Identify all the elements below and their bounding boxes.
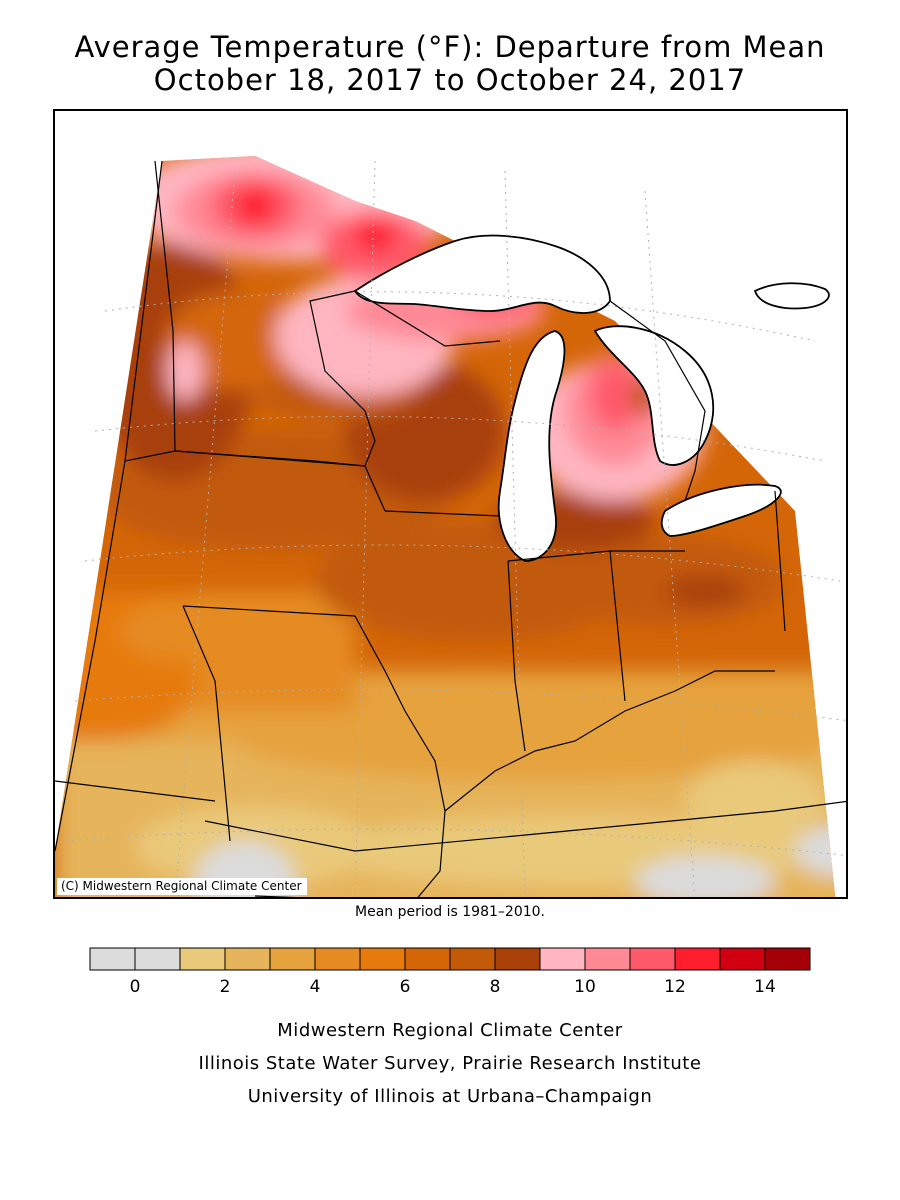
legend-tick-label: 6: [400, 977, 411, 997]
legend-tick-label: 2: [220, 977, 231, 997]
blob-gray-east: [635, 856, 775, 897]
band-illinois-indiana: [315, 521, 635, 641]
ky-tn: [204, 800, 846, 852]
blob-wv: [685, 761, 825, 841]
footer-institution: Illinois State Water Survey, Prairie Res…: [198, 1053, 702, 1074]
legend-swatch: [134, 947, 181, 971]
mi-in-oh: [507, 550, 685, 562]
lake-michigan: [497, 330, 566, 562]
map-title: Average Temperature (°F): Departure from…: [74, 30, 826, 64]
legend-swatch: [719, 947, 766, 971]
mississippi-south: [417, 810, 446, 897]
legend-swatch: [224, 947, 271, 971]
footer-university: University of Illinois at Urbana–Champai…: [247, 1086, 653, 1107]
in-east: [609, 550, 626, 702]
legend-swatch: [314, 947, 361, 971]
up-border: [354, 290, 501, 347]
mn-wi: [309, 290, 376, 467]
legend-ticks: 0 2 4 6 8 10 12 14: [130, 977, 776, 997]
tn-south: [254, 895, 297, 897]
legend-swatch: [359, 947, 406, 971]
legend-swatch: [89, 947, 136, 971]
legend-tick-label: 12: [664, 977, 686, 997]
color-legend: 0 2 4 6 8 10 12 14: [89, 947, 811, 997]
legend-tick-label: 10: [574, 977, 596, 997]
legend-swatch: [269, 947, 316, 971]
band-ohio-valley: [235, 701, 835, 781]
map-date-range: October 18, 2017 to October 24, 2017: [153, 63, 747, 97]
legend-swatch: [764, 947, 811, 971]
mn-west: [154, 160, 176, 452]
legend-tick-label: 4: [310, 977, 321, 997]
legend-swatch: [629, 947, 676, 971]
legend-tick-label: 8: [490, 977, 501, 997]
mo-ks: [182, 605, 231, 842]
legend-swatch: [494, 947, 541, 971]
footer-organization: Midwestern Regional Climate Center: [277, 1020, 623, 1041]
mi-ontario: [609, 300, 706, 502]
map-panel[interactable]: (C) Midwestern Regional Climate Center: [53, 109, 848, 899]
legend-swatch: [674, 947, 721, 971]
legend-swatch: [449, 947, 496, 971]
great-lakes: [353, 234, 830, 562]
legend-swatch: [539, 947, 586, 971]
blob-kansas: [55, 661, 185, 741]
ohio-river: [444, 670, 775, 812]
lake-erie: [660, 483, 782, 537]
lake-ontario: [753, 282, 830, 310]
lake-huron: [593, 325, 715, 466]
blob-mo-west: [120, 601, 240, 661]
blob-ohio-dark: [665, 576, 745, 606]
temperature-departure-map: [55, 156, 846, 897]
blob-arrowhead-hot: [355, 220, 395, 252]
legend-tick-label: 0: [130, 977, 141, 997]
ks-ok: [55, 780, 216, 802]
legend-swatch: [404, 947, 451, 971]
blob-sd-pink: [167, 341, 203, 401]
state-boundaries: [55, 160, 846, 897]
blob-mn-hot: [235, 188, 275, 224]
mean-period-note: Mean period is 1981–2010.: [355, 904, 545, 920]
dakota-west-edge: [55, 160, 163, 852]
map-credit: (C) Midwestern Regional Climate Center: [57, 878, 307, 895]
legend-swatches: [89, 947, 811, 971]
legend-swatch: [179, 947, 226, 971]
legend-tick-label: 14: [754, 977, 776, 997]
blob-mi-red: [590, 361, 640, 431]
il-east: [507, 560, 526, 752]
oh-east: [774, 490, 786, 632]
graticule: [64, 160, 846, 897]
ia-south: [182, 605, 356, 617]
wi-il: [384, 510, 501, 517]
il-west: [354, 615, 446, 812]
lake-superior: [353, 234, 611, 314]
legend-swatch: [584, 947, 631, 971]
